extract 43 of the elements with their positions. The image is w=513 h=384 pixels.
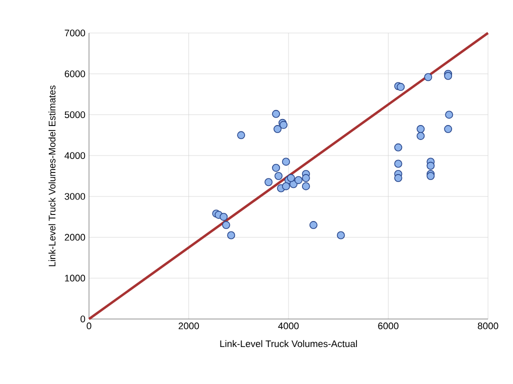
y-axis-title: Link-Level Truck Volumes-Model Estimates bbox=[48, 85, 56, 266]
y-tick-label: 6000 bbox=[64, 70, 86, 78]
point bbox=[274, 125, 282, 134]
point bbox=[222, 221, 230, 230]
point bbox=[274, 172, 283, 180]
x-tick-label: 4000 bbox=[278, 322, 299, 330]
point bbox=[416, 132, 425, 140]
x-tick-label: 0 bbox=[86, 322, 92, 330]
y-tick-label: 1000 bbox=[65, 274, 86, 282]
point bbox=[272, 164, 280, 172]
point bbox=[416, 125, 425, 134]
y-tick-label: 0 bbox=[80, 316, 86, 322]
point bbox=[286, 174, 295, 182]
point bbox=[220, 212, 228, 221]
point bbox=[426, 162, 435, 170]
point bbox=[445, 110, 454, 119]
point bbox=[227, 231, 236, 240]
point bbox=[282, 158, 290, 166]
y-tick-label: 5000 bbox=[64, 111, 86, 118]
point bbox=[394, 160, 402, 168]
point bbox=[394, 143, 402, 152]
point bbox=[396, 82, 405, 91]
point bbox=[426, 172, 435, 180]
point bbox=[394, 174, 402, 182]
x-tick-label: 8000 bbox=[478, 322, 498, 330]
point bbox=[237, 131, 246, 140]
point bbox=[282, 182, 290, 190]
point bbox=[264, 178, 273, 186]
x-axis-title: Link-Level Truck Volumes-Actual bbox=[220, 340, 357, 348]
y-tick-label: 7000 bbox=[64, 30, 86, 36]
y-tick-label: 2000 bbox=[64, 234, 86, 241]
y-tick-label: 4000 bbox=[64, 152, 86, 159]
y-tick-label: 3000 bbox=[64, 193, 86, 200]
point bbox=[444, 125, 452, 134]
point bbox=[294, 176, 302, 184]
x-tick-label: 2000 bbox=[178, 322, 199, 330]
point bbox=[272, 110, 280, 118]
point bbox=[309, 221, 318, 230]
point bbox=[424, 73, 432, 82]
point bbox=[336, 231, 345, 240]
point bbox=[302, 174, 310, 182]
x-tick-label: 6000 bbox=[378, 322, 398, 330]
point bbox=[302, 182, 310, 190]
